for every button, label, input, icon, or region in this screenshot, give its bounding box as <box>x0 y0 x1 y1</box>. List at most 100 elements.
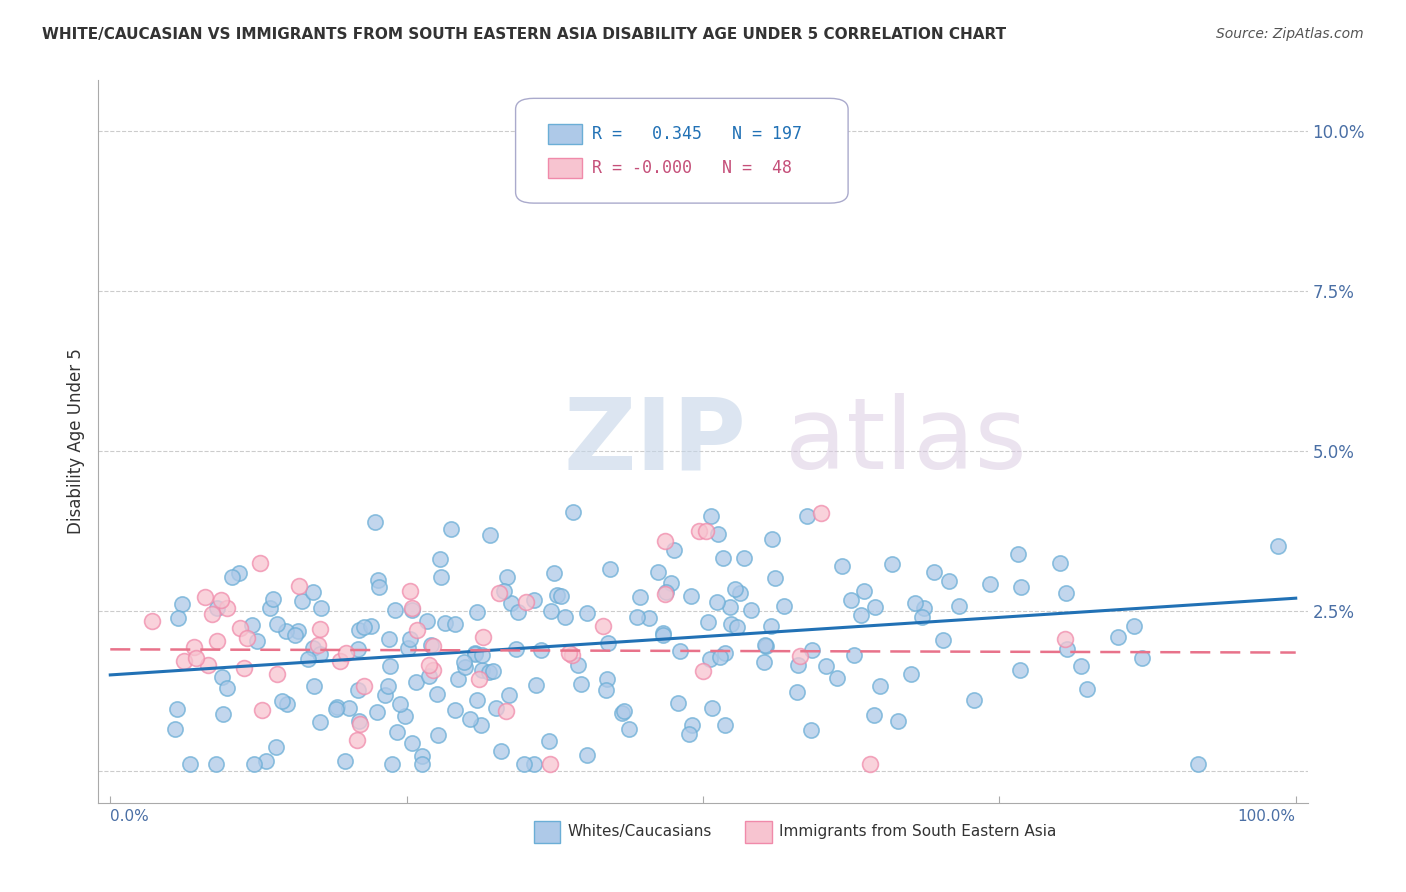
Point <box>471 663 494 677</box>
Point <box>567 657 589 672</box>
Point <box>1076 682 1098 697</box>
Point <box>197 658 219 673</box>
Point <box>173 654 195 668</box>
Point <box>302 585 325 599</box>
Point <box>1107 630 1129 644</box>
Point <box>664 543 686 558</box>
Point <box>652 628 675 642</box>
Point <box>1008 663 1031 677</box>
Point <box>363 515 385 529</box>
Point <box>763 571 786 585</box>
Point <box>652 626 675 640</box>
Point <box>429 551 451 566</box>
Point <box>353 620 375 634</box>
Point <box>167 610 190 624</box>
Point <box>276 697 298 711</box>
Point <box>240 617 263 632</box>
Point <box>215 681 238 695</box>
Point <box>523 593 546 607</box>
Point <box>464 647 486 661</box>
Point <box>367 580 389 594</box>
Point <box>842 648 865 663</box>
Point <box>471 648 494 663</box>
Point <box>381 757 404 772</box>
Point <box>401 736 423 750</box>
Point <box>325 701 347 715</box>
Text: ZIP: ZIP <box>564 393 747 490</box>
Point <box>801 642 824 657</box>
Point <box>725 620 748 634</box>
Text: R =   0.345   N = 197: R = 0.345 N = 197 <box>592 125 801 143</box>
Point <box>761 619 783 633</box>
Point <box>335 646 357 660</box>
Point <box>724 582 747 596</box>
Point <box>499 596 522 610</box>
Point <box>550 590 572 604</box>
Point <box>711 550 734 565</box>
Point <box>1070 659 1092 673</box>
Point <box>141 614 163 628</box>
Point <box>494 584 516 599</box>
Point <box>540 604 562 618</box>
Point <box>307 639 329 653</box>
Point <box>217 600 239 615</box>
Point <box>385 725 408 739</box>
Point <box>599 561 621 575</box>
Bar <box>745 821 772 843</box>
Point <box>796 509 818 524</box>
Point <box>479 528 502 542</box>
Point <box>418 669 440 683</box>
Point <box>329 654 352 668</box>
Point <box>262 592 284 607</box>
Text: atlas: atlas <box>785 393 1026 490</box>
Point <box>378 632 401 647</box>
Point <box>787 657 810 672</box>
Point <box>714 646 737 660</box>
Point <box>647 566 669 580</box>
Point <box>444 616 467 631</box>
Point <box>333 754 356 768</box>
Point <box>304 679 326 693</box>
Point <box>496 570 519 584</box>
Point <box>401 603 423 617</box>
Point <box>346 732 368 747</box>
Point <box>249 557 271 571</box>
Point <box>513 757 536 772</box>
Point <box>869 679 891 693</box>
Point <box>773 599 796 613</box>
Point <box>166 702 188 716</box>
Point <box>543 566 565 580</box>
Point <box>1056 641 1078 656</box>
Bar <box>548 158 582 178</box>
Point <box>465 692 488 706</box>
Point <box>754 638 776 652</box>
Point <box>374 688 396 702</box>
Point <box>659 575 682 590</box>
Point <box>302 641 325 656</box>
Y-axis label: Disability Age Under 5: Disability Age Under 5 <box>66 349 84 534</box>
Point <box>398 583 420 598</box>
Point <box>183 640 205 654</box>
Point <box>347 623 370 637</box>
Point <box>478 665 501 679</box>
Point <box>911 610 934 624</box>
Point <box>380 659 402 673</box>
Point <box>271 694 294 708</box>
Point <box>598 636 620 650</box>
Point <box>576 748 599 763</box>
Point <box>422 639 444 653</box>
Point <box>236 631 259 645</box>
Point <box>411 757 433 772</box>
Point <box>207 601 229 615</box>
Point <box>655 585 678 599</box>
Point <box>610 706 633 721</box>
Point <box>212 706 235 721</box>
Point <box>554 609 576 624</box>
Point <box>309 648 332 662</box>
Point <box>592 619 614 633</box>
Point <box>179 756 201 771</box>
Point <box>470 718 492 732</box>
Text: Source: ZipAtlas.com: Source: ZipAtlas.com <box>1216 27 1364 41</box>
Point <box>714 718 737 732</box>
Point <box>284 628 307 642</box>
